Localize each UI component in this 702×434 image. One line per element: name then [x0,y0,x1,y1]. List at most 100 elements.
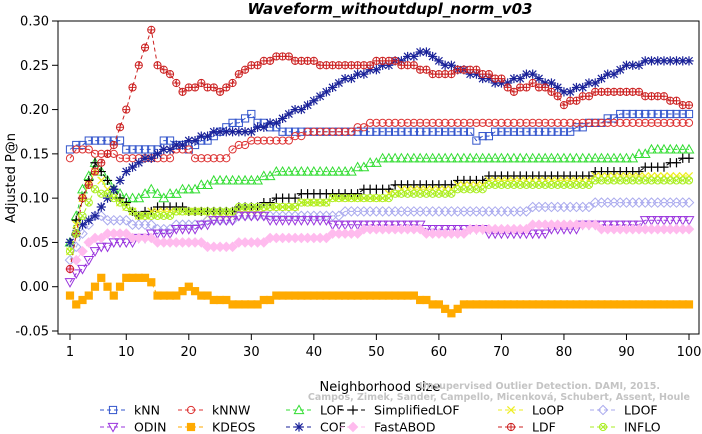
legend-label-lof: LOF [320,403,344,418]
data-point-cof [196,131,206,141]
data-point-lof [458,152,470,163]
data-point-fastabod [195,237,207,248]
data-point-inflo [448,190,455,197]
legend-item-knn: kNN [100,403,160,418]
data-point-knn [553,127,562,136]
data-point-ldf [122,105,130,114]
data-point-cof [528,69,538,79]
data-point-cof [152,149,163,159]
data-point-knnw [278,136,287,145]
data-point-inflo [666,176,675,185]
data-point-inflo [578,180,587,189]
legend-marker-knn [108,405,118,415]
data-point-inflo [467,186,474,193]
data-point-cof [534,73,544,84]
data-point-inflo [561,181,567,188]
data-point-inflo [197,207,206,216]
data-point-knn [115,136,125,145]
data-point-knn [391,127,400,136]
data-point-knnw [366,118,375,127]
data-point-lof [427,152,439,163]
series-ldf [65,25,694,274]
y-tick-label: 0.10 [20,192,49,207]
data-point-inflo [522,180,531,189]
data-point-cof [671,56,682,66]
data-point-odin [427,225,439,235]
data-point-odin [677,216,689,226]
data-point-inflo [215,207,225,216]
data-point-lof [377,152,389,163]
data-point-inflo [548,181,555,188]
data-point-ldf [191,83,199,92]
data-point-inflo [434,189,443,198]
data-point-cof [240,127,250,137]
data-point-cof [227,127,238,137]
data-point-odin [208,216,220,226]
data-point-ldof [120,214,132,226]
data-point-cof [277,113,288,124]
data-point-cof [559,87,569,97]
legend-item-inflo: INFLO [590,420,661,434]
data-point-inflo [536,181,542,188]
data-point-lof [227,174,239,185]
citation-line-1: Campos, Zimek, Sander, Campello, Micenko… [308,392,690,403]
data-point-knn [297,127,306,136]
data-point-inflo [648,177,655,184]
data-point-cof [409,51,419,62]
data-point-cof [215,127,225,137]
data-point-inflo [436,190,442,197]
data-point-cof [265,118,275,128]
data-point-inflo [504,181,511,188]
data-point-lof [545,152,557,163]
data-point-odin [114,238,126,249]
data-point-knn [503,127,512,136]
data-point-knn [653,109,662,119]
data-point-cof [515,73,525,84]
data-point-odin [302,216,314,226]
data-point-cof [571,82,582,93]
data-point-lof [452,152,464,163]
x-tick-label: 90 [618,345,635,360]
data-point-cof [171,140,181,150]
data-point-odin [664,216,676,226]
data-point-odin [214,216,226,226]
data-point-cof [102,193,113,203]
data-point-knn [453,127,462,136]
data-point-knnw [247,136,256,145]
data-point-inflo [597,176,606,185]
data-point-lof [395,152,407,163]
legend-marker-inflo [600,424,606,430]
data-point-knnw [359,123,368,132]
data-point-lof [408,152,420,163]
data-point-knnw [603,118,612,127]
data-point-inflo [72,229,81,238]
data-point-fastabod [352,228,363,239]
data-point-inflo [242,204,248,210]
data-point-knnw [84,145,93,154]
data-point-inflo [203,207,212,216]
data-point-inflo [422,189,431,198]
data-point-inflo [423,190,430,197]
data-point-inflo [542,181,549,188]
data-point-knnw [653,118,662,127]
data-point-odin [370,220,382,231]
data-point-knn [353,127,362,136]
data-point-inflo [604,177,611,184]
data-point-cof [127,162,138,172]
legend-label-kdeos: KDEOS [212,420,256,434]
data-point-ldf [266,57,274,65]
data-point-fastabod [227,241,238,253]
data-point-inflo [190,207,200,216]
data-point-inflo [684,176,694,185]
data-point-knn [240,114,250,123]
data-point-inflo [479,186,486,193]
data-point-inflo [172,207,181,216]
data-point-knn [466,127,475,136]
data-point-knn [378,127,387,136]
data-point-inflo [322,198,331,207]
y-tick-label: -0.05 [15,325,49,340]
series-fastabod [64,219,695,275]
data-point-simplifiedlof [290,193,300,203]
data-point-odin [164,229,176,240]
data-point-inflo [459,185,469,194]
